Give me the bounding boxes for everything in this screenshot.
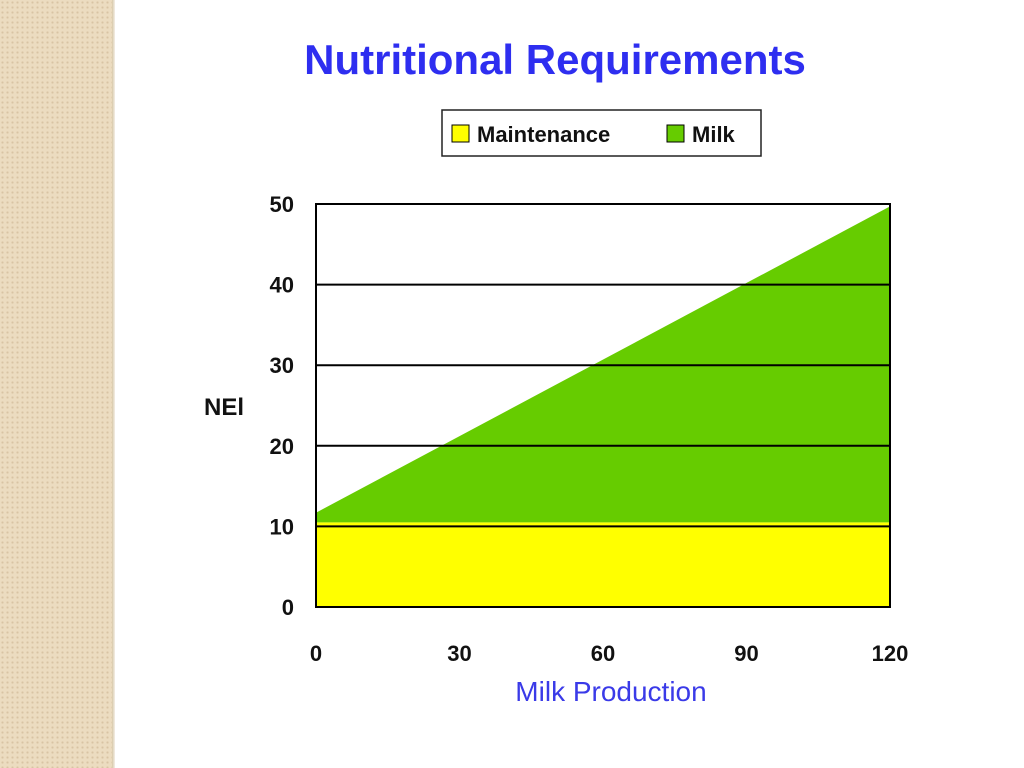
gridlines bbox=[316, 283, 890, 528]
y-tick-label: 30 bbox=[270, 353, 294, 378]
y-tick-label: 40 bbox=[270, 273, 294, 298]
legend-label-milk: Milk bbox=[692, 122, 736, 147]
legend-swatch-milk bbox=[666, 124, 685, 143]
legend-swatch-maintenance bbox=[451, 124, 470, 143]
y-tick-label: 20 bbox=[270, 434, 294, 459]
legend-label-maintenance: Maintenance bbox=[477, 122, 610, 147]
x-axis-label: Milk Production bbox=[515, 676, 706, 707]
y-tick-label: 50 bbox=[270, 192, 294, 217]
side-strip-edge bbox=[112, 0, 115, 768]
slide-title: Nutritional Requirements bbox=[304, 36, 806, 83]
x-tick-label: 0 bbox=[310, 641, 322, 666]
x-tick-label: 60 bbox=[591, 641, 615, 666]
legend-box bbox=[441, 109, 762, 157]
y-tick-label: 10 bbox=[270, 514, 294, 539]
area-maintenance bbox=[316, 522, 890, 607]
x-tick-label: 30 bbox=[447, 641, 471, 666]
chart-legend: Maintenance Milk bbox=[441, 109, 762, 157]
x-axis-ticks: 0 30 60 90 120 bbox=[310, 641, 908, 666]
y-axis-label: NEl bbox=[204, 394, 244, 421]
x-tick-label: 90 bbox=[734, 641, 758, 666]
plot-areas bbox=[316, 206, 890, 607]
x-tick-label: 120 bbox=[872, 641, 909, 666]
y-tick-label: 0 bbox=[282, 595, 294, 620]
y-axis-ticks: 0 10 20 30 40 50 bbox=[270, 192, 294, 620]
decorative-side-strip bbox=[0, 0, 112, 768]
plot-frame bbox=[315, 203, 891, 608]
